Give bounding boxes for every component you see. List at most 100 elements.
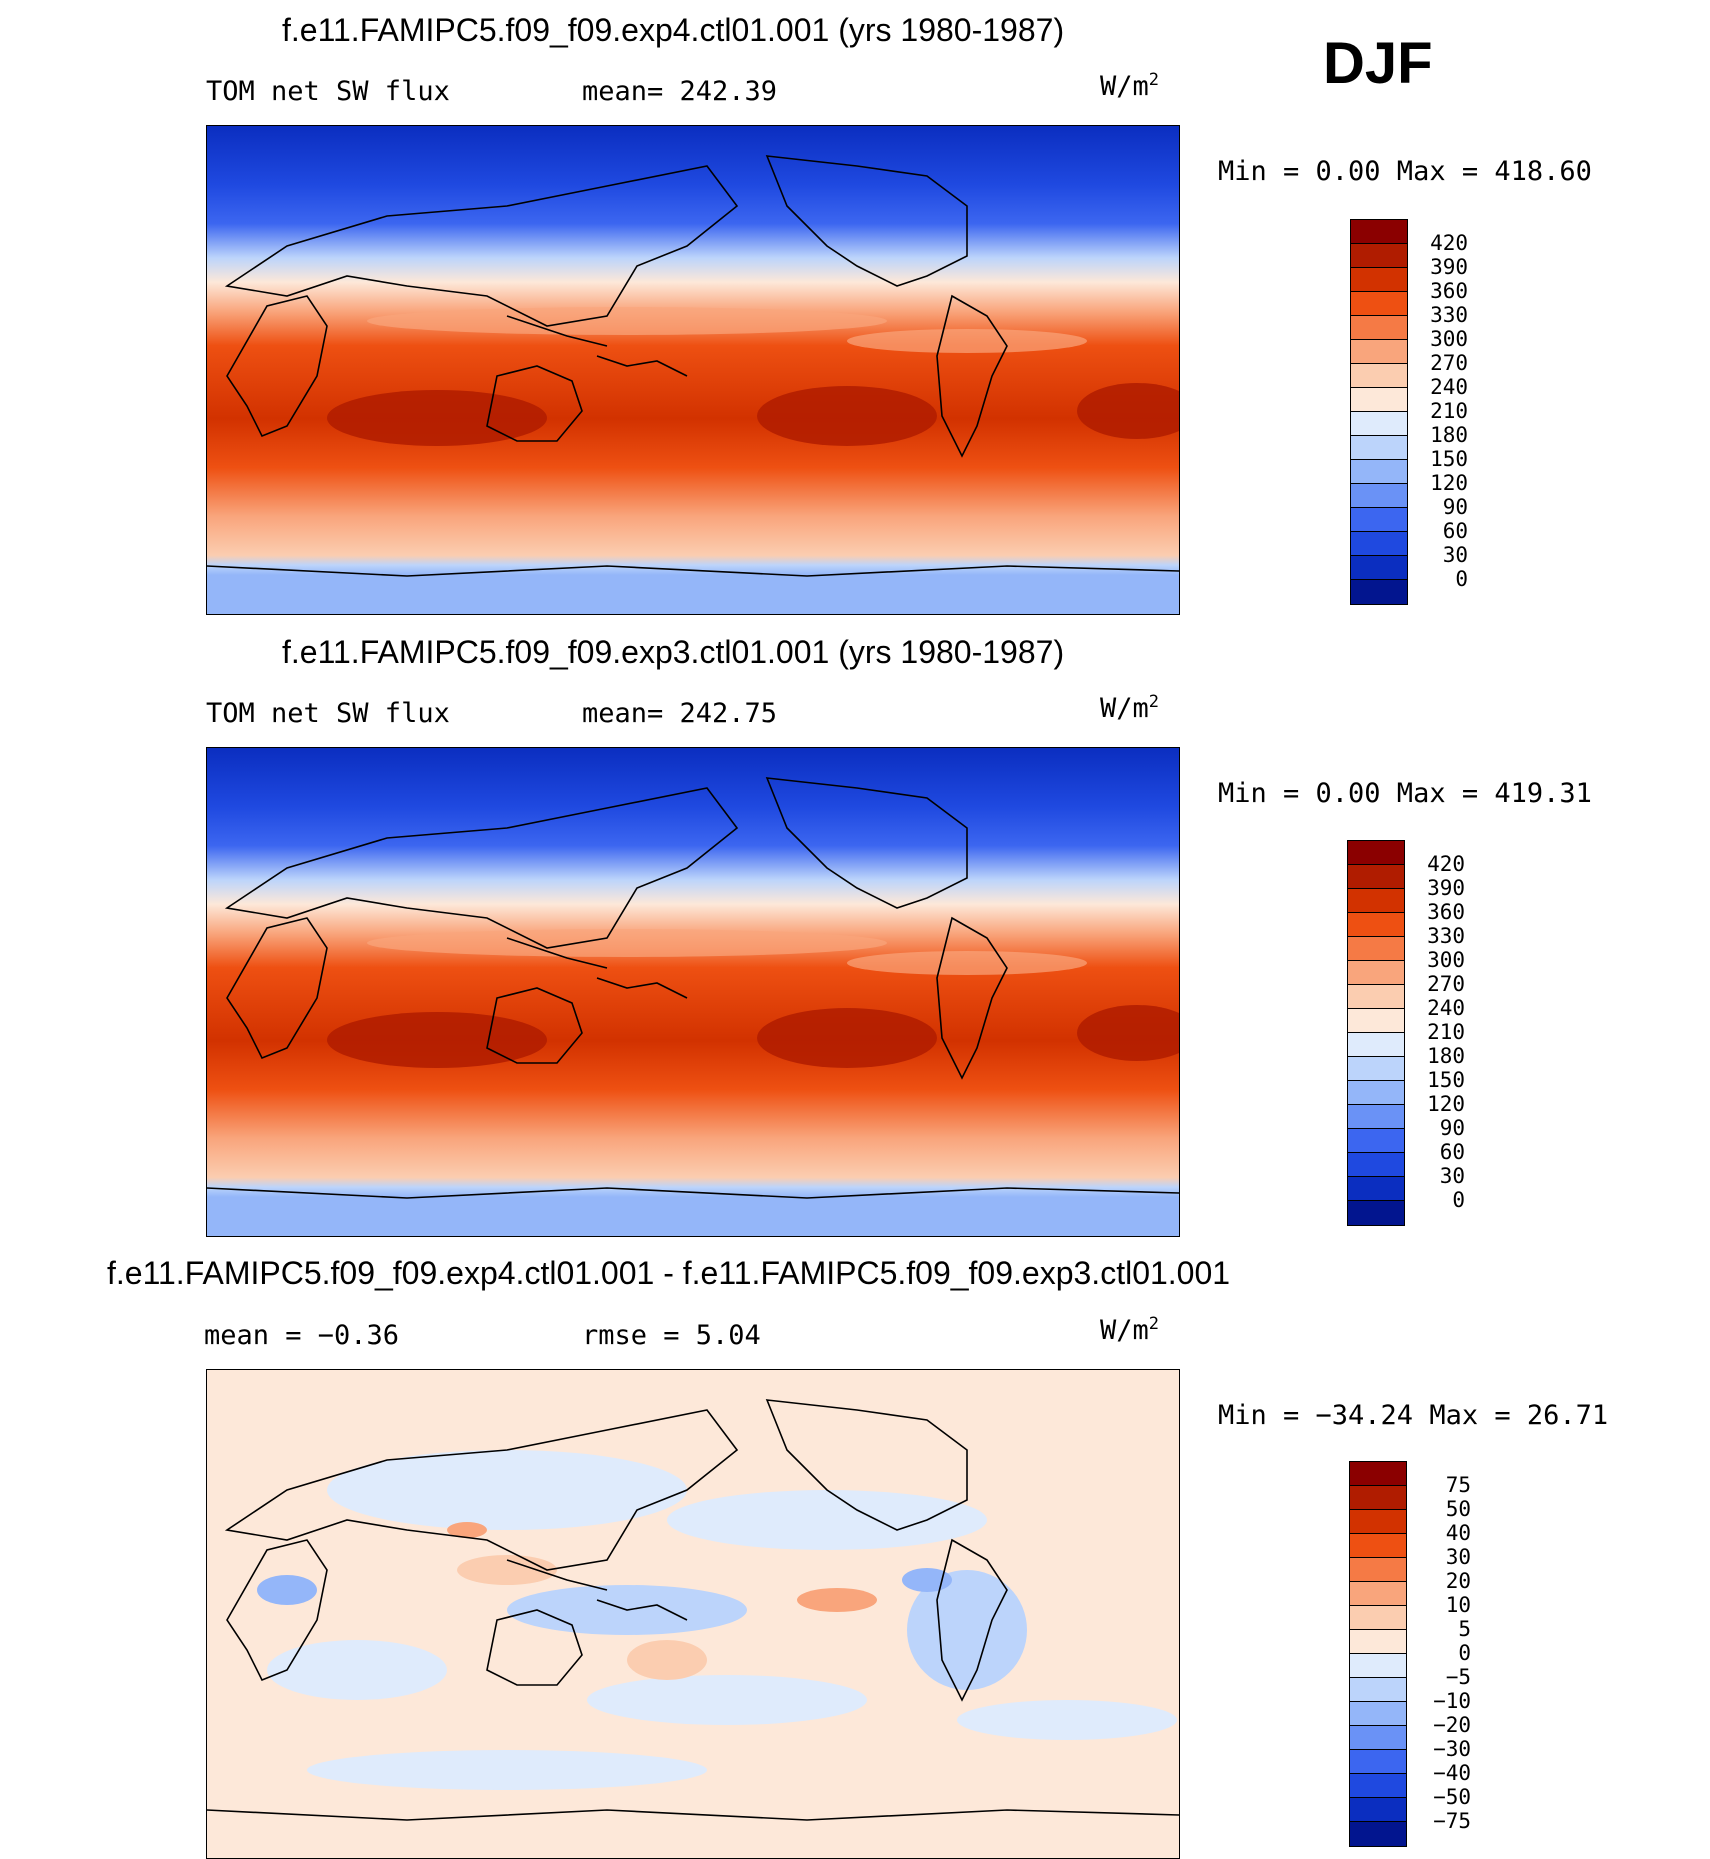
neg-anomaly (957, 1700, 1177, 1740)
colorbar-swatch (1348, 1081, 1404, 1105)
colorbar-label: 60 (1439, 1140, 1465, 1164)
colorbar-label: 30 (1445, 1545, 1471, 1569)
panel1-minmax: Min = 0.00 Max = 418.60 (1218, 156, 1592, 187)
panel1-colorbar (1350, 219, 1408, 605)
colorbar-label: 0 (1455, 567, 1468, 591)
colorbar-swatch (1351, 292, 1407, 316)
colorbar-swatch (1350, 1606, 1406, 1630)
colorbar-label: −40 (1433, 1761, 1471, 1785)
panel2-mean: mean= 242.75 (582, 698, 778, 729)
colorbar-label: −75 (1433, 1809, 1471, 1833)
neg-anomaly (902, 1568, 952, 1592)
colorbar-label: 270 (1430, 351, 1468, 375)
colorbar-label: 420 (1430, 231, 1468, 255)
colorbar-label: 360 (1427, 900, 1465, 924)
colorbar-swatch (1348, 1153, 1404, 1177)
colorbar-swatch (1351, 532, 1407, 556)
colorbar-swatch (1351, 556, 1407, 580)
coastlines (207, 1399, 1179, 1821)
colorbar-swatch (1348, 913, 1404, 937)
colorbar-swatch (1351, 436, 1407, 460)
neg-anomaly (327, 1450, 687, 1530)
coastlines (207, 777, 1179, 1199)
pos-anomaly (447, 1522, 487, 1538)
colorbar-swatch (1348, 1057, 1404, 1081)
colorbar-label: 40 (1445, 1521, 1471, 1545)
colorbar-label: 50 (1445, 1497, 1471, 1521)
panel1-mean: mean= 242.39 (582, 76, 778, 107)
colorbar-label: 210 (1427, 1020, 1465, 1044)
colorbar-label: 0 (1452, 1188, 1465, 1212)
colorbar-label: 210 (1430, 399, 1468, 423)
colorbar-swatch (1348, 889, 1404, 913)
panel3-title: f.e11.FAMIPC5.f09_f09.exp4.ctl01.001 - f… (107, 1255, 1231, 1291)
max-core-indian (327, 1012, 547, 1068)
colorbar-label: 120 (1427, 1092, 1465, 1116)
season-label: DJF (1323, 31, 1433, 96)
max-core-atlantic (1077, 383, 1179, 439)
colorbar-label: 5 (1458, 1617, 1471, 1641)
colorbar-swatch (1351, 244, 1407, 268)
pos-anomaly (797, 1588, 877, 1612)
colorbar-label: 10 (1445, 1593, 1471, 1617)
colorbar-label: 180 (1427, 1044, 1465, 1068)
itcz-band (367, 929, 887, 957)
colorbar-swatch (1348, 1129, 1404, 1153)
colorbar-swatch (1348, 865, 1404, 889)
colorbar-swatch (1348, 841, 1404, 865)
max-core-indian (327, 390, 547, 446)
colorbar-label: −50 (1433, 1785, 1471, 1809)
colorbar-label: 60 (1442, 519, 1468, 543)
colorbar-swatch (1351, 316, 1407, 340)
panel1-map (206, 125, 1180, 615)
colorbar-swatch (1350, 1774, 1406, 1798)
colorbar-label: −10 (1433, 1689, 1471, 1713)
colorbar-label: 420 (1427, 852, 1465, 876)
colorbar-swatch (1350, 1558, 1406, 1582)
colorbar-swatch (1348, 985, 1404, 1009)
colorbar-label: 150 (1430, 447, 1468, 471)
colorbar-label: 360 (1430, 279, 1468, 303)
colorbar-swatch (1350, 1654, 1406, 1678)
colorbar-label: 90 (1442, 495, 1468, 519)
panel2-units: W/m2 (1100, 692, 1160, 724)
panel3-mean: mean = −0.36 (204, 1320, 400, 1351)
colorbar-swatch (1351, 460, 1407, 484)
max-core-pacific (757, 1008, 937, 1068)
colorbar-label: 150 (1427, 1068, 1465, 1092)
panel2-map (206, 747, 1180, 1237)
panel3-map (206, 1369, 1180, 1859)
colorbar-swatch (1351, 364, 1407, 388)
colorbar-label: 120 (1430, 471, 1468, 495)
pos-anomaly (457, 1555, 557, 1585)
colorbar-swatch (1350, 1822, 1406, 1846)
colorbar-swatch (1348, 1201, 1404, 1225)
pos-anomaly (627, 1640, 707, 1680)
colorbar-swatch (1348, 937, 1404, 961)
colorbar-swatch (1350, 1678, 1406, 1702)
panel1-units: W/m2 (1100, 70, 1160, 102)
colorbar-label: 240 (1430, 375, 1468, 399)
colorbar-label: 30 (1442, 543, 1468, 567)
itcz-band-east (847, 951, 1087, 975)
colorbar-swatch (1351, 388, 1407, 412)
panel2-variable: TOM net SW flux (206, 698, 450, 729)
colorbar-label: −5 (1445, 1665, 1471, 1689)
neg-anomaly (257, 1575, 317, 1605)
neg-anomaly (587, 1675, 867, 1725)
colorbar-swatch (1348, 1177, 1404, 1201)
colorbar-label: 390 (1427, 876, 1465, 900)
colorbar-swatch (1348, 961, 1404, 985)
colorbar-swatch (1351, 268, 1407, 292)
itcz-band (367, 307, 887, 335)
colorbar-swatch (1350, 1486, 1406, 1510)
colorbar-swatch (1350, 1582, 1406, 1606)
colorbar-label: 390 (1430, 255, 1468, 279)
colorbar-swatch (1350, 1510, 1406, 1534)
colorbar-swatch (1350, 1630, 1406, 1654)
panel2-colorbar (1347, 840, 1405, 1226)
max-core-atlantic (1077, 1005, 1179, 1061)
colorbar-label: 240 (1427, 996, 1465, 1020)
colorbar-label: 330 (1427, 924, 1465, 948)
panel2-title: f.e11.FAMIPC5.f09_f09.exp3.ctl01.001 (yr… (282, 634, 1065, 670)
